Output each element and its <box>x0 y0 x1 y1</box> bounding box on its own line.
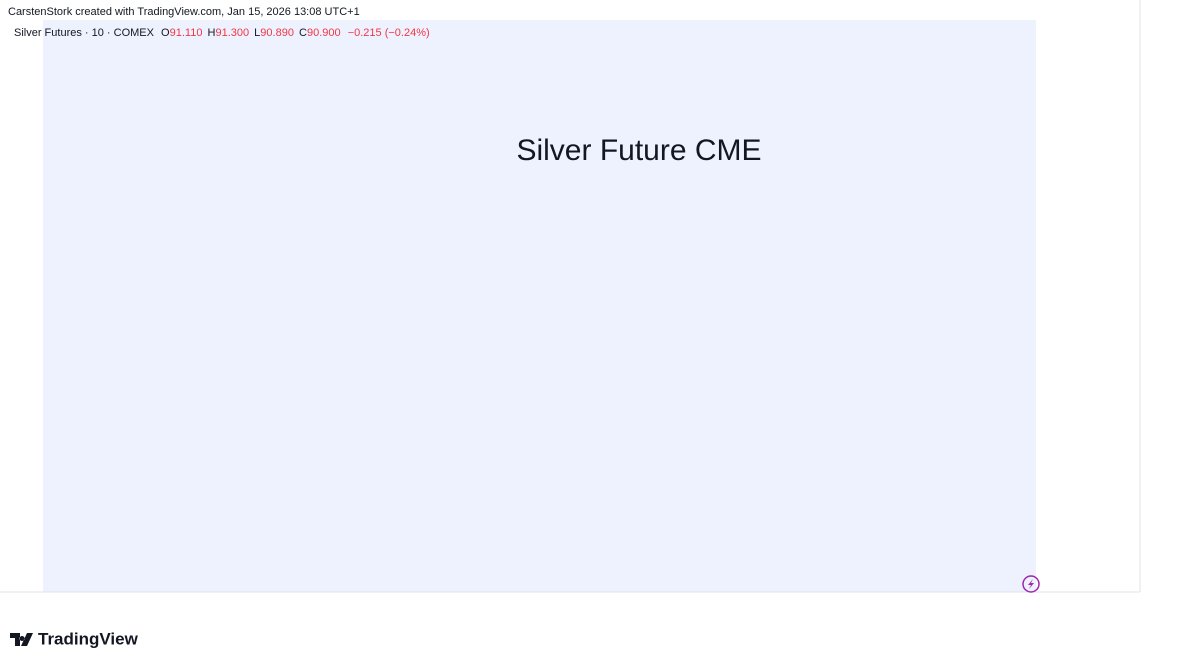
high-label: H <box>208 27 216 39</box>
session-highlight <box>43 20 1036 592</box>
credit: CarstenStork created with TradingView.co… <box>8 6 360 18</box>
logo: TradingView <box>10 629 139 648</box>
low-value: 90.890 <box>260 27 294 39</box>
high-value: 91.300 <box>215 27 249 39</box>
symbol: Silver Futures · 10 · COMEX <box>14 27 155 39</box>
change: −0.215 (−0.24%) <box>348 27 430 39</box>
logo-text: TradingView <box>38 629 139 648</box>
close-label: C <box>299 27 307 39</box>
annotation: Silver Future CME <box>516 134 761 167</box>
legend: Silver Futures · 10 · COMEX O91.110 H91.… <box>14 27 430 39</box>
alert-icon <box>1022 575 1040 593</box>
open-label: O <box>161 27 170 39</box>
open-value: 91.110 <box>170 27 203 39</box>
close-value: 90.900 <box>307 27 341 39</box>
low-label: L <box>254 27 260 39</box>
